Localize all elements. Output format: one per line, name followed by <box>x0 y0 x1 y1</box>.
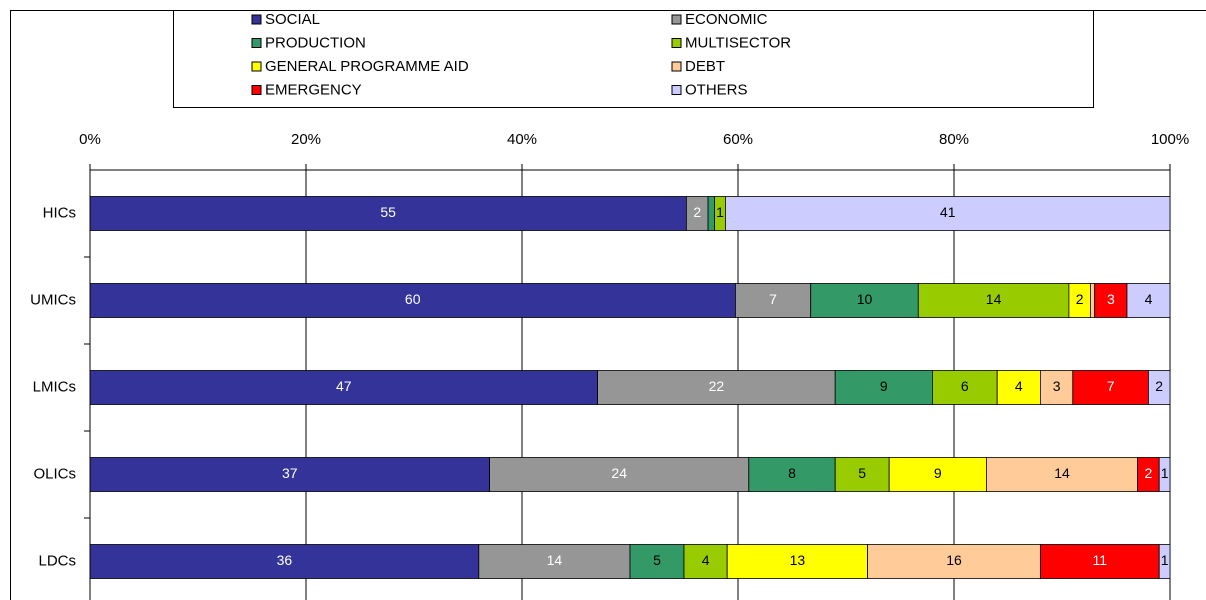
bar-segment <box>834 457 890 492</box>
value-label: 5 <box>858 465 866 481</box>
bar-segment <box>683 544 728 579</box>
value-label: 16 <box>946 552 962 568</box>
y-tick-label: HICs <box>43 204 76 221</box>
bar-segment <box>932 370 998 405</box>
value-label: 9 <box>934 465 942 481</box>
bar-segment <box>1089 283 1096 318</box>
value-label: 41 <box>940 204 956 220</box>
bar-segment <box>89 283 736 318</box>
value-label: 4 <box>1015 378 1023 394</box>
value-label: 47 <box>336 378 352 394</box>
y-tick-label: UMICs <box>30 291 76 308</box>
value-label: 7 <box>769 291 777 307</box>
legend-swatch <box>251 61 262 72</box>
bar-segment <box>834 370 933 405</box>
bar-segment <box>725 196 1171 231</box>
legend-swatch <box>251 85 262 95</box>
y-tick-label: LDCs <box>38 552 76 569</box>
bar-segment <box>89 457 491 492</box>
value-label: 2 <box>1155 378 1163 394</box>
legend-label: DEBT <box>685 58 725 75</box>
legend-label: ECONOMIC <box>685 11 768 28</box>
legend-label: SOCIAL <box>265 11 320 28</box>
bar-segment <box>1148 370 1171 405</box>
y-tick-label: OLICs <box>33 465 76 482</box>
value-label: 36 <box>277 552 293 568</box>
bar-segment <box>996 370 1041 405</box>
x-tick-label: 80% <box>939 131 969 148</box>
bar-segment <box>810 283 919 318</box>
bar-segment <box>735 283 812 318</box>
legend-box <box>173 10 1094 108</box>
legend-label: MULTISECTOR <box>685 34 791 51</box>
bar-segment <box>1072 370 1149 405</box>
legend-swatch <box>671 61 682 72</box>
legend-label: PRODUCTION <box>265 34 366 51</box>
value-label: 13 <box>790 552 806 568</box>
value-label: 14 <box>986 291 1002 307</box>
bar-segment <box>917 283 1070 318</box>
bar-segment <box>1158 457 1171 492</box>
value-label: 6 <box>961 378 969 394</box>
bar-segment <box>888 457 987 492</box>
x-tick-label: 40% <box>507 131 537 148</box>
bar-segment <box>89 370 599 405</box>
value-label: 8 <box>788 465 796 481</box>
value-label: 60 <box>405 291 421 307</box>
bar-segment <box>629 544 685 579</box>
value-label: 22 <box>709 378 725 394</box>
bar-segment <box>986 457 1139 492</box>
value-label: 4 <box>702 552 710 568</box>
value-label: 1 <box>1161 552 1169 568</box>
y-tick-label: LMICs <box>33 378 76 395</box>
legend-label: GENERAL PROGRAMME AID <box>265 58 469 75</box>
value-label: 14 <box>547 552 563 568</box>
x-tick-label: 60% <box>723 131 753 148</box>
value-label: 24 <box>611 465 627 481</box>
legend-label: OTHERS <box>685 81 748 98</box>
legend-swatch <box>671 85 682 95</box>
value-label: 3 <box>1053 378 1061 394</box>
legend-swatch <box>671 38 682 48</box>
legend-swatch <box>671 14 682 25</box>
bar-segment <box>89 196 687 231</box>
bar-segment <box>726 544 869 579</box>
bar-segment <box>1126 283 1171 318</box>
x-tick-label: 20% <box>291 131 321 148</box>
bar-segment <box>478 544 631 579</box>
bar-segment <box>867 544 1041 579</box>
value-label: 10 <box>857 291 873 307</box>
x-tick-label: 100% <box>1151 131 1189 148</box>
value-label: 9 <box>880 378 888 394</box>
value-label: 2 <box>1145 465 1153 481</box>
value-label: 7 <box>1107 378 1115 394</box>
value-label: 37 <box>282 465 298 481</box>
legend-swatch <box>251 14 262 25</box>
value-label: 1 <box>716 204 724 220</box>
value-label: 4 <box>1145 291 1153 307</box>
value-label: 2 <box>693 204 701 220</box>
bar-segment <box>89 544 480 579</box>
bar-segment <box>1040 544 1160 579</box>
bar-segment <box>1158 544 1171 579</box>
value-label: 55 <box>380 204 396 220</box>
value-label: 3 <box>1107 291 1115 307</box>
bar-segment <box>707 196 715 231</box>
legend-swatch <box>251 38 262 48</box>
bar-segment <box>1094 283 1128 318</box>
legend-label: EMERGENCY <box>265 81 362 98</box>
value-label: 11 <box>1093 552 1108 568</box>
value-label: 1 <box>1161 465 1169 481</box>
bar-segment <box>1040 370 1074 405</box>
bar-segment <box>489 457 750 492</box>
x-tick-label: 0% <box>79 131 101 148</box>
value-label: 2 <box>1076 291 1084 307</box>
value-label: 5 <box>653 552 661 568</box>
value-label: 14 <box>1054 465 1070 481</box>
